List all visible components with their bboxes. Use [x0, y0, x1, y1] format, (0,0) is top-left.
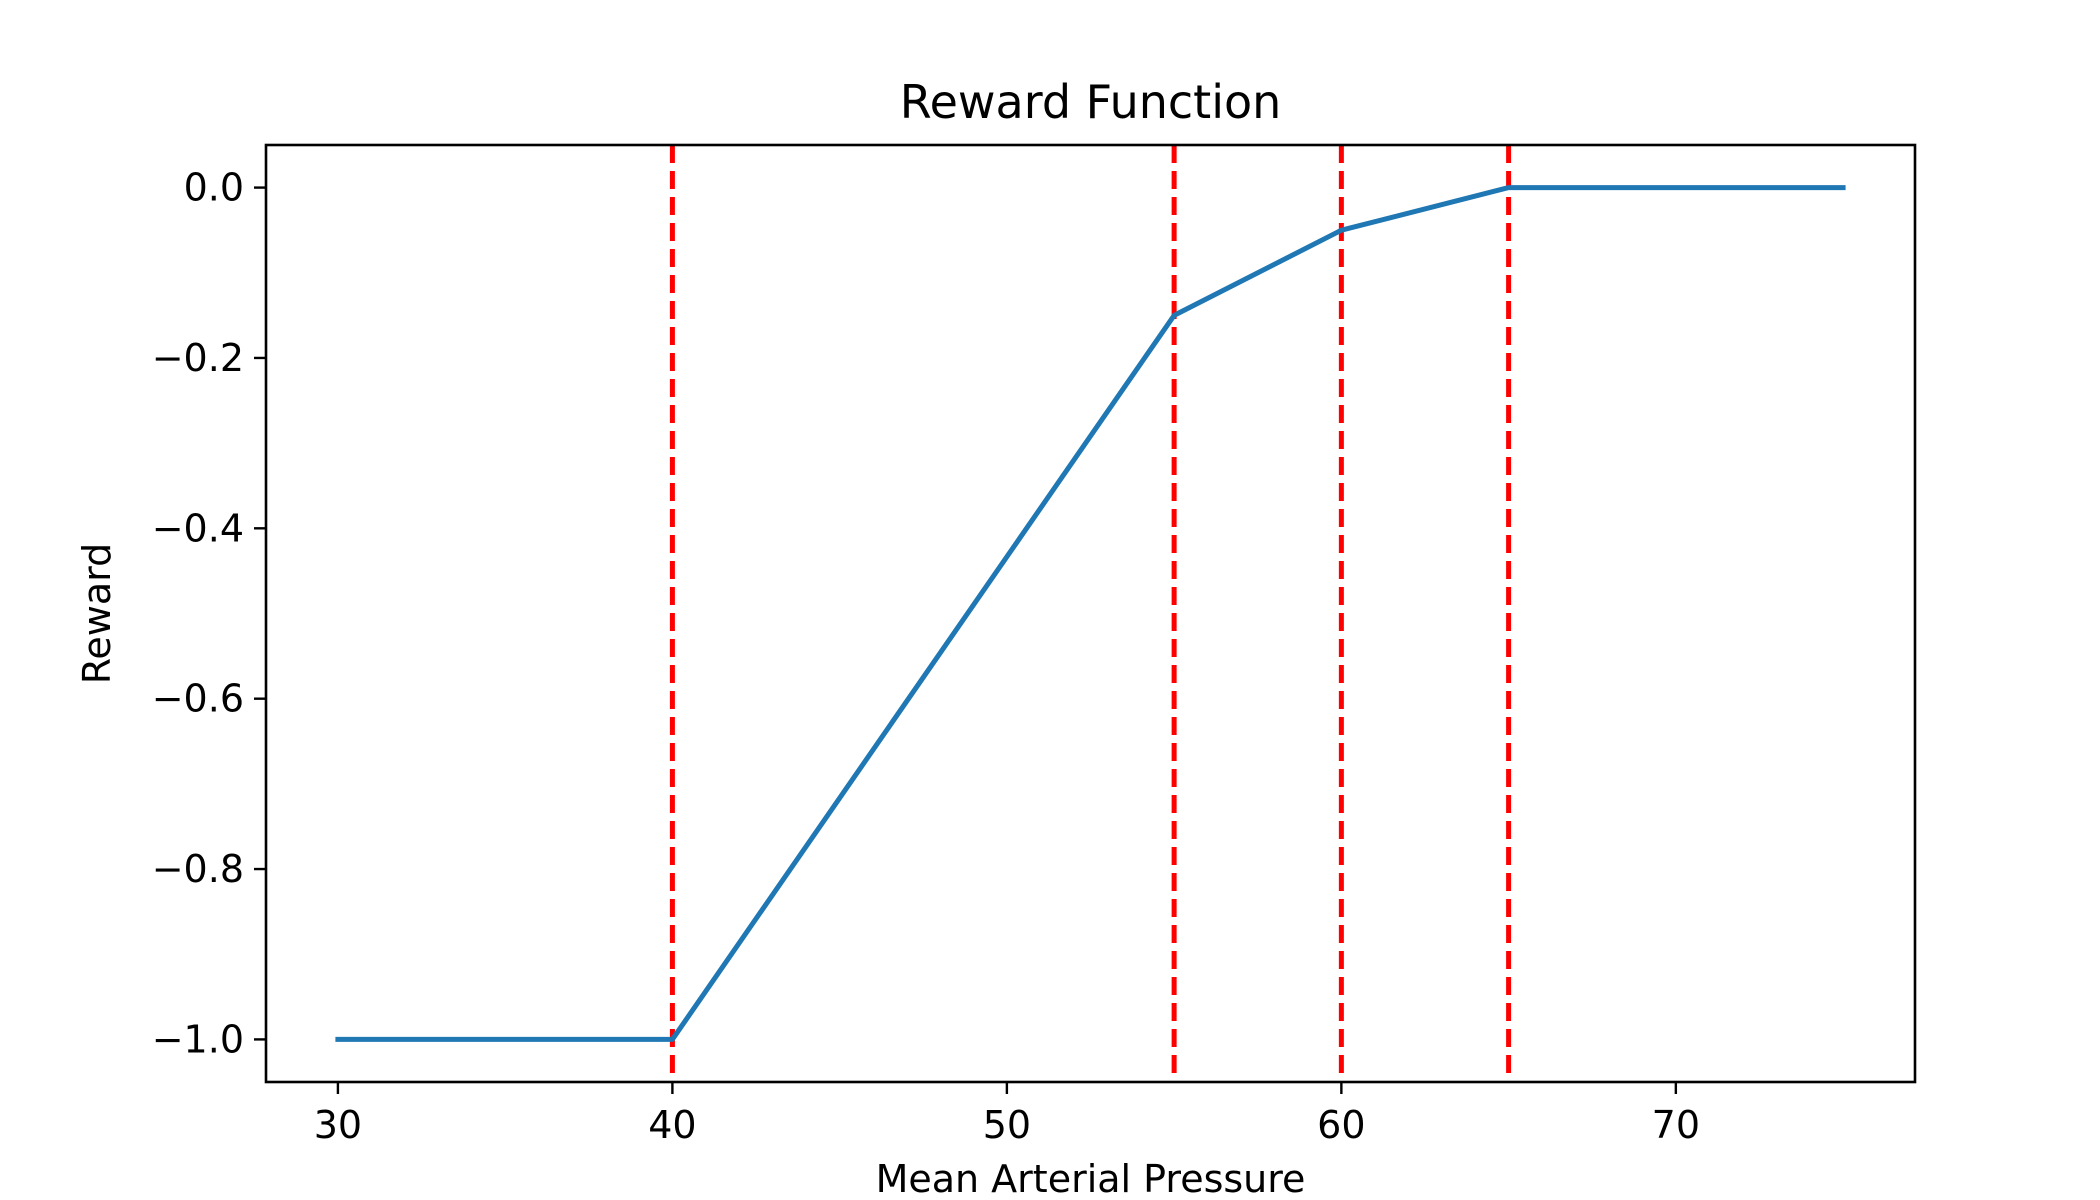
y-tick-label: −0.4 [152, 506, 244, 550]
reward-series-line [335, 185, 1846, 1042]
x-tick-label: 70 [1652, 1103, 1700, 1147]
x-tick-label: 60 [1317, 1103, 1365, 1147]
y-tick-label: 0.0 [184, 166, 244, 210]
y-tick-label: −0.6 [152, 677, 244, 721]
plot-area-frame [264, 143, 1917, 1084]
y-tick-label: −1.0 [152, 1017, 244, 1061]
threshold-lines [669, 145, 1512, 1082]
x-axis-ticks: 30 40 50 60 70 [314, 1082, 1700, 1147]
chart-title: Reward Function [900, 75, 1282, 129]
x-tick-label: 30 [314, 1103, 362, 1147]
x-axis-label: Mean Arterial Pressure [876, 1157, 1306, 1200]
x-tick-label: 50 [983, 1103, 1031, 1147]
y-tick-label: −0.2 [152, 336, 244, 380]
x-tick-label: 40 [648, 1103, 696, 1147]
y-axis-label: Reward [75, 543, 119, 685]
y-axis-ticks: 0.0 −0.2 −0.4 −0.6 −0.8 −1.0 [152, 166, 266, 1061]
y-tick-label: −0.8 [152, 847, 244, 891]
series-layer [335, 185, 1846, 1042]
